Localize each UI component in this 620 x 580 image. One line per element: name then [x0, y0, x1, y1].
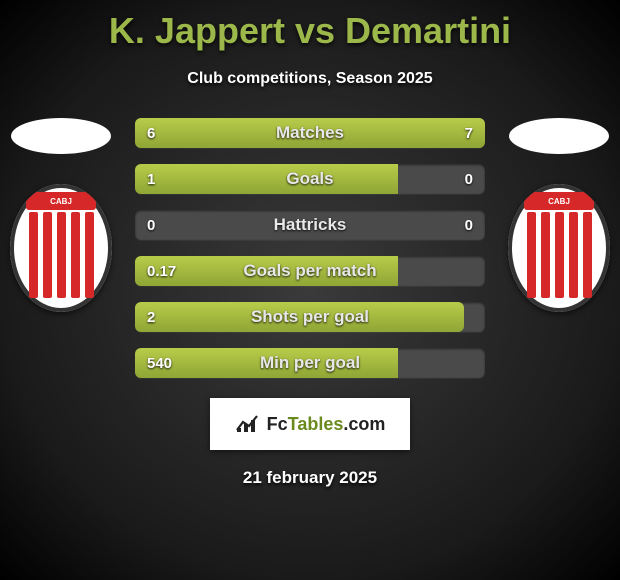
badge-stripes-icon — [522, 212, 596, 298]
badge-stripes-icon — [24, 212, 98, 298]
bar-value-right: 0 — [465, 171, 473, 188]
logo-text: FcTables.com — [267, 414, 386, 435]
chart-icon — [235, 414, 261, 434]
bar-label: Goals per match — [243, 261, 376, 281]
bar-fill-left — [135, 118, 296, 148]
bar-value-right: 0 — [465, 217, 473, 234]
badge-top-label: CABJ — [26, 192, 96, 210]
bar-value-left: 0 — [147, 217, 155, 234]
stat-bar: 6 Matches 7 — [135, 118, 485, 148]
stat-bar: 0.17 Goals per match — [135, 256, 485, 286]
bar-value-left: 540 — [147, 355, 172, 372]
player-silhouette-icon — [509, 118, 609, 154]
bar-value-left: 6 — [147, 125, 155, 142]
bar-label: Min per goal — [260, 353, 360, 373]
bar-value-left: 0.17 — [147, 263, 176, 280]
club-badge-left: CABJ — [10, 184, 112, 312]
club-badge-right: CABJ — [508, 184, 610, 312]
player-right: CABJ — [504, 118, 614, 312]
stat-bar: 1 Goals 0 — [135, 164, 485, 194]
bar-fill-left — [135, 164, 398, 194]
stat-bar: 2 Shots per goal — [135, 302, 485, 332]
page-title: K. Jappert vs Demartini — [0, 0, 620, 52]
bar-label: Shots per goal — [251, 307, 369, 327]
stat-bar: 540 Min per goal — [135, 348, 485, 378]
stat-bar: 0 Hattricks 0 — [135, 210, 485, 240]
bar-value-left: 1 — [147, 171, 155, 188]
subtitle: Club competitions, Season 2025 — [0, 70, 620, 88]
comparison-area: CABJ CABJ 6 Matches 7 1 Goals 0 0 Hattricks 0 0.1… — [0, 118, 620, 488]
bar-value-left: 2 — [147, 309, 155, 326]
bar-label: Hattricks — [274, 215, 347, 235]
player-left: CABJ — [6, 118, 116, 312]
player-silhouette-icon — [11, 118, 111, 154]
badge-top-label: CABJ — [524, 192, 594, 210]
date-label: 21 february 2025 — [0, 468, 620, 488]
bar-label: Goals — [286, 169, 333, 189]
bar-label: Matches — [276, 123, 344, 143]
fctables-logo[interactable]: FcTables.com — [210, 398, 410, 450]
stat-bars: 6 Matches 7 1 Goals 0 0 Hattricks 0 0.17 Goals per… — [135, 118, 485, 378]
bar-value-right: 7 — [465, 125, 473, 142]
